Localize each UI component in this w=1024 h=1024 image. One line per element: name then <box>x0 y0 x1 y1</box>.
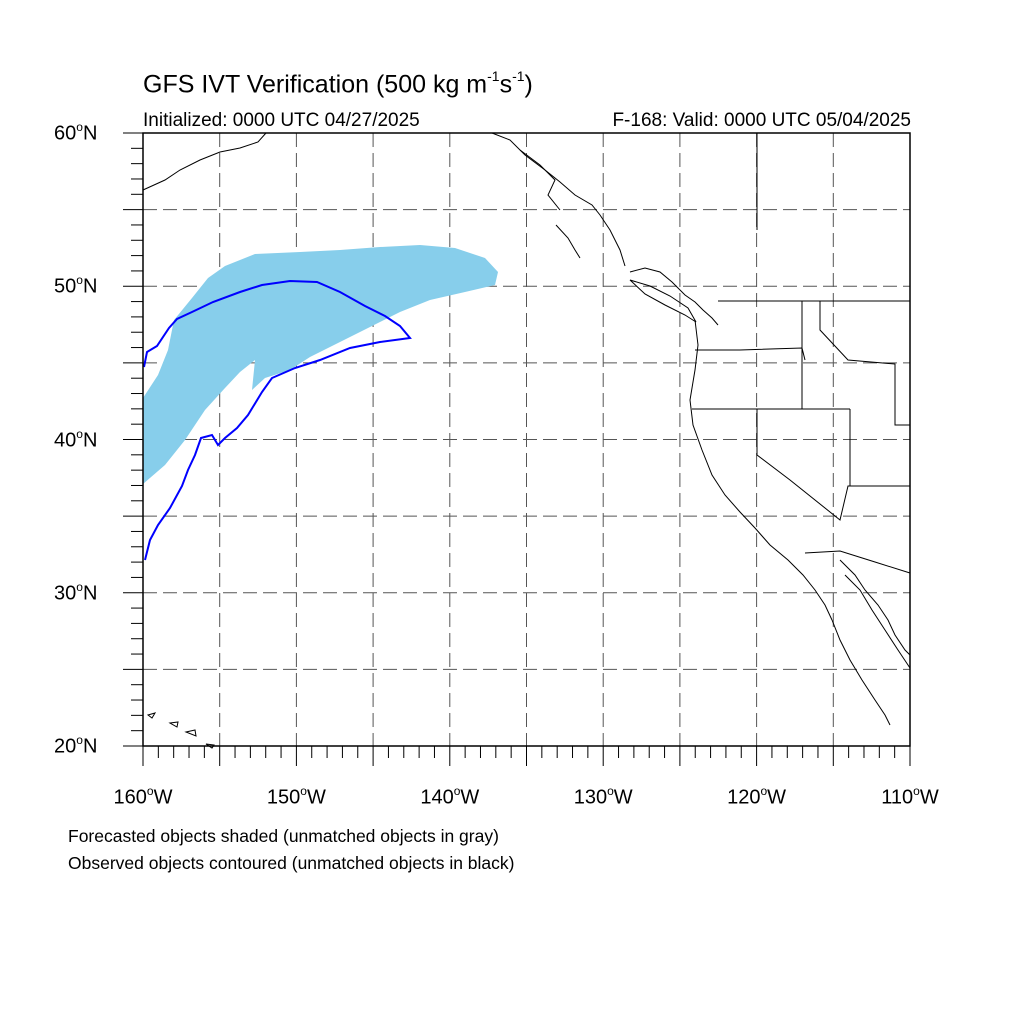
baja-coast <box>831 619 891 726</box>
lat-value: 60 <box>54 122 77 145</box>
footer-forecast-note: Forecasted objects shaded (unmatched obj… <box>68 826 499 846</box>
coastlines <box>142 132 911 749</box>
lat-label: 60oN <box>54 120 130 146</box>
degree-symbol: o <box>76 579 83 594</box>
degree-symbol: o <box>453 784 461 798</box>
lat-label: 30oN <box>54 579 130 606</box>
bc-coast <box>629 267 719 326</box>
forecast-ivt-object <box>143 245 498 484</box>
degree-symbol: o <box>76 120 83 134</box>
lon-label: 150oW <box>266 784 326 810</box>
degree-symbol: o <box>146 784 154 798</box>
mexico-mainland-coast <box>844 574 911 669</box>
lat-hemisphere: N <box>82 735 98 758</box>
lat-hemisphere: N <box>82 582 98 605</box>
lat-label: 50oN <box>54 273 130 299</box>
lon-value: 160 <box>113 786 147 809</box>
lon-hemisphere: W <box>919 786 939 809</box>
observed-ivt-contour <box>143 279 412 561</box>
degree-symbol: o <box>76 733 83 747</box>
us-mexico-border <box>804 550 911 574</box>
vancouver-island <box>629 279 697 323</box>
lat-hemisphere: N <box>82 275 98 298</box>
lat-hemisphere: N <box>82 122 98 145</box>
lon-hemisphere: W <box>767 786 787 809</box>
lat-hemisphere: N <box>82 429 98 452</box>
lon-label: 120oW <box>727 784 787 810</box>
lat-label: 20oN <box>54 733 130 759</box>
alaska-inner-islands <box>519 149 581 259</box>
lon-value: 120 <box>727 786 761 809</box>
alaska-peninsula-coast <box>142 132 267 191</box>
lon-label: 160oW <box>113 784 173 810</box>
valid-time: F-168: Valid: 0000 UTC 05/04/2025 <box>612 110 911 131</box>
lon-value: 150 <box>266 786 301 809</box>
degree-symbol: o <box>760 784 768 798</box>
degree-symbol: o <box>76 273 83 288</box>
axis-ticks <box>123 132 911 766</box>
degree-symbol: o <box>76 426 83 441</box>
us-west-coast <box>689 319 833 621</box>
lat-value: 50 <box>54 275 77 298</box>
initialized-time: Initialized: 0000 UTC 04/27/2025 <box>143 110 420 131</box>
degree-symbol: o <box>300 784 307 798</box>
chart-title: GFS IVT Verification (500 kg m-1s-1) <box>143 68 533 99</box>
lat-value: 30 <box>54 582 77 605</box>
lon-hemisphere: W <box>153 786 173 809</box>
lon-label: 140oW <box>420 784 480 810</box>
political-borders <box>692 133 911 574</box>
lat-label: 40oN <box>54 426 130 453</box>
footer-observed-note: Observed objects contoured (unmatched ob… <box>68 853 515 873</box>
gulf-of-california <box>839 559 911 656</box>
lon-label: 110oW <box>881 784 939 810</box>
degree-symbol: o <box>913 784 920 798</box>
lat-value: 40 <box>54 429 77 452</box>
lon-hemisphere: W <box>306 786 326 809</box>
lon-value: 110 <box>881 786 914 809</box>
degree-symbol: o <box>607 784 614 798</box>
idaho-border <box>801 301 910 426</box>
california-nevada-border <box>756 409 910 521</box>
hawaii-islands <box>146 712 215 749</box>
lon-label: 130oW <box>573 784 633 810</box>
lon-value: 130 <box>573 786 608 809</box>
lat-lon-grid <box>143 133 910 746</box>
lon-hemisphere: W <box>460 786 480 809</box>
washington-oregon-border <box>695 347 806 361</box>
lon-hemisphere: W <box>613 786 633 809</box>
lon-value: 140 <box>420 786 454 809</box>
alaska-coast <box>491 132 626 267</box>
lat-value: 20 <box>54 735 77 758</box>
